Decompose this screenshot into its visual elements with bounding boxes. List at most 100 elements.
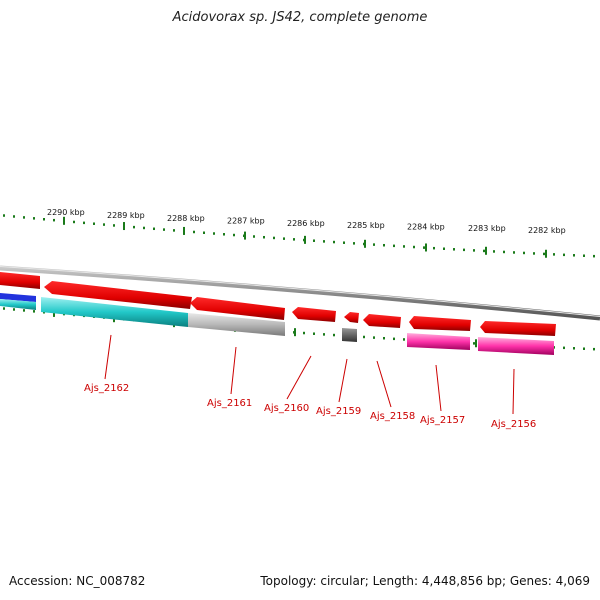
ruler-dot <box>223 233 225 236</box>
ruler-dot <box>523 251 525 255</box>
feature-grey-ajs-2161 <box>188 313 285 336</box>
ruler-major-tick <box>364 239 366 248</box>
feature-dark-ajs-2159 <box>342 328 357 342</box>
ruler-dot <box>303 331 305 335</box>
ruler-dot <box>313 332 315 335</box>
ruler-major-tick <box>425 243 427 252</box>
ruler-dot <box>53 218 55 222</box>
ruler-dot <box>443 247 445 250</box>
ruler-tick-label: 2284 kbp <box>407 222 445 231</box>
ruler-dot <box>353 242 355 245</box>
gene-arrow-ajs-2157 <box>409 316 471 331</box>
ruler-dot <box>273 236 275 240</box>
ruler-dot <box>153 227 155 231</box>
ruler-dot <box>573 254 575 257</box>
ruler-dot <box>203 231 205 235</box>
genome-title: Acidovorax sp. JS42, complete genome <box>172 10 428 25</box>
ruler-dot <box>83 221 85 225</box>
ruler-dot <box>403 338 405 341</box>
ruler-dot <box>13 215 15 218</box>
ruler-dot <box>543 252 545 256</box>
feature-magenta-ajs-2157 <box>407 333 470 350</box>
gene-label-ajs-2157: Ajs_2157 <box>420 415 465 426</box>
ruler-tick-label: 2286 kbp <box>287 219 325 228</box>
ruler-dot <box>113 224 115 227</box>
ruler-major-tick <box>475 339 477 348</box>
gene-label-ajs-2162: Ajs_2162 <box>84 383 129 394</box>
ruler-dot <box>333 240 335 244</box>
gene-label-ajs-2158: Ajs_2158 <box>370 411 415 422</box>
gene-arrow-offscreen <box>0 272 40 289</box>
ruler-dot <box>383 243 385 247</box>
ruler-dot <box>143 226 145 230</box>
ruler-dot <box>513 251 515 254</box>
ruler-dot <box>323 333 325 336</box>
ruler-dot <box>3 307 5 310</box>
ruler-dot <box>463 248 465 252</box>
ruler-dot <box>473 342 475 345</box>
ruler-dot <box>573 347 575 350</box>
accession-text: Accession: NC_008782 <box>9 574 146 588</box>
gene-arrow-ajs-2162 <box>44 281 192 309</box>
ruler-tick-label: 2289 kbp <box>107 211 145 220</box>
ruler-dot <box>503 250 505 254</box>
ruler-dot <box>13 308 15 311</box>
gene-arrow-ajs-2158 <box>363 314 401 328</box>
ruler-dot <box>373 336 375 339</box>
ruler-labels: 2290 kbp 2289 kbp 2288 kbp 2287 kbp 2286 kbp… <box>47 208 566 235</box>
ruler-dot <box>23 216 25 219</box>
ruler-dot <box>383 336 385 340</box>
gene-arrow-ajs-2160 <box>292 307 336 322</box>
ruler-major-tick <box>304 235 306 244</box>
ruler-dot <box>93 222 95 225</box>
ruler-dot <box>3 214 5 217</box>
ruler-dot <box>23 309 25 312</box>
ruler-dot <box>43 218 45 221</box>
ruler-major-tick <box>123 222 125 231</box>
ruler-dot <box>363 335 365 339</box>
gene-arrow-ajs-2161 <box>190 297 285 320</box>
ruler-dot <box>263 235 265 239</box>
ruler-dot <box>403 245 405 248</box>
gene-label-ajs-2161: Ajs_2161 <box>207 398 252 409</box>
ruler-tick-label: 2283 kbp <box>468 224 506 233</box>
ruler-dot <box>393 337 395 341</box>
ruler-major-tick <box>545 249 547 258</box>
ruler-dot <box>73 220 75 224</box>
ruler-dot <box>593 254 595 258</box>
gene-labels: Ajs_2162 Ajs_2161 Ajs_2160 Ajs_2159 Ajs_… <box>84 383 536 430</box>
ruler-tick-label: 2290 kbp <box>47 208 85 217</box>
feature-cyan-ajs-2162 <box>41 297 188 327</box>
ruler-dot <box>553 253 555 256</box>
ruler-dot <box>233 233 235 237</box>
ruler-dot <box>563 346 565 350</box>
ruler-major-tick <box>244 231 246 240</box>
ruler-major-tick <box>294 328 296 337</box>
ruler-dot <box>533 252 535 255</box>
feature-cyan-left <box>0 299 36 310</box>
genome-backbone <box>0 265 600 321</box>
ruler-dot <box>253 235 255 238</box>
ruler-dot <box>283 237 285 240</box>
ruler-dot <box>373 243 375 246</box>
ruler-dot <box>393 244 395 248</box>
ruler-dot <box>133 225 135 229</box>
ruler-dot <box>313 239 315 242</box>
ruler-dot <box>173 229 175 232</box>
ruler-dot <box>103 223 105 226</box>
label-leader-lines <box>104 334 515 415</box>
ruler-dot <box>333 333 335 337</box>
ruler-dot <box>423 246 425 249</box>
ruler-major-tick <box>183 226 185 235</box>
ruler-dot <box>323 240 325 243</box>
gene-arrow-ajs-2159 <box>344 312 359 323</box>
ruler-top <box>3 214 595 258</box>
ruler-dot <box>483 249 485 253</box>
ruler-dot <box>563 253 565 257</box>
ruler-dot <box>33 217 35 220</box>
gene-arrow-ajs-2156 <box>480 321 556 336</box>
genome-backbone-highlight <box>0 266 600 317</box>
topology-text: Topology: circular; Length: 4,448,856 bp… <box>260 574 590 588</box>
ruler-dot <box>413 245 415 249</box>
